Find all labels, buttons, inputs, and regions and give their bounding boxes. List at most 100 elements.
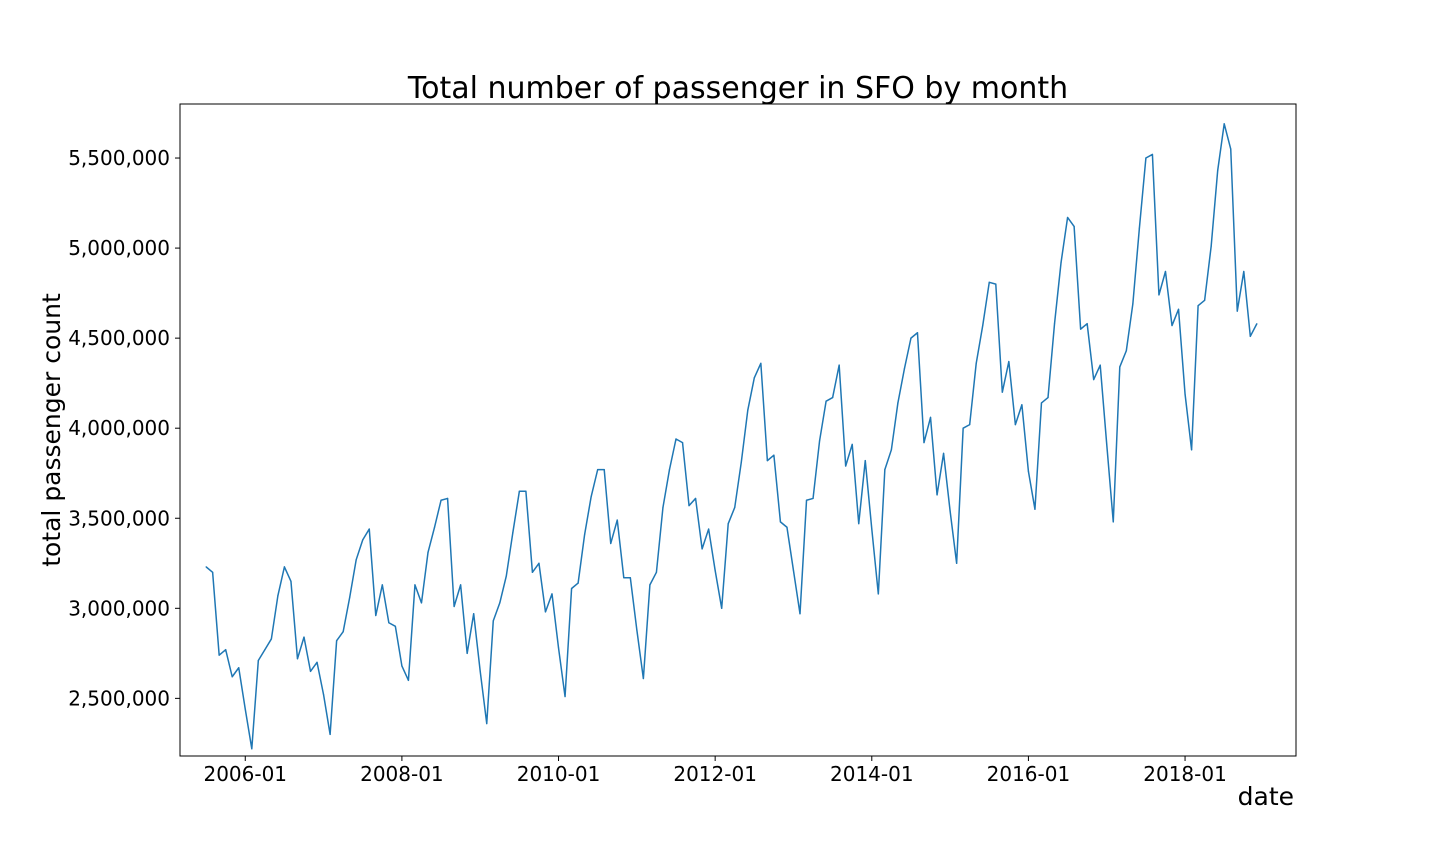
data-point [557, 647, 560, 649]
data-point [283, 566, 286, 568]
data-point [1093, 378, 1095, 381]
series-line-0 [205, 123, 1258, 750]
data-point [1249, 335, 1251, 337]
data-point [675, 438, 677, 440]
data-point [349, 596, 351, 599]
y-tick-label: 5,500,000 [68, 146, 170, 170]
data-point [1034, 508, 1036, 510]
data-point [257, 659, 259, 662]
data-point [492, 620, 494, 622]
data-point [1086, 323, 1088, 325]
data-point [381, 584, 383, 586]
y-tick-label: 2,500,000 [68, 686, 170, 710]
data-point [342, 631, 344, 633]
data-point [897, 402, 899, 404]
data-point [238, 667, 240, 669]
data-point [460, 584, 462, 586]
data-point [270, 638, 272, 640]
data-point [544, 611, 547, 613]
data-point [1099, 364, 1101, 366]
data-point [1132, 303, 1134, 305]
data-point [668, 469, 671, 471]
data-point [923, 442, 925, 444]
data-point [753, 377, 755, 379]
data-point [740, 461, 742, 464]
data-point [766, 460, 768, 462]
data-point [825, 400, 827, 402]
data-point [734, 506, 736, 509]
data-point [1073, 225, 1075, 228]
data-point [401, 665, 403, 667]
data-point [818, 440, 821, 442]
data-point [1190, 449, 1193, 451]
data-point [231, 676, 233, 678]
data-point [1066, 216, 1069, 219]
data-point [1112, 521, 1114, 523]
data-point [838, 364, 840, 366]
data-point [499, 602, 501, 604]
data-point [486, 722, 488, 725]
data-point [551, 593, 553, 595]
data-point [982, 324, 984, 327]
data-point [1047, 396, 1049, 399]
data-point [597, 469, 599, 471]
data-point [212, 571, 214, 573]
data-point [538, 562, 540, 564]
data-point [264, 649, 266, 651]
data-point [309, 670, 312, 672]
data-point [629, 577, 631, 579]
y-tick-label: 3,500,000 [68, 506, 170, 530]
data-point [336, 640, 338, 642]
data-point [420, 602, 423, 604]
data-point [1217, 170, 1219, 172]
x-axis-ticks: 2006-01 2008-01 2010-01 2012-01 2014-01 2016-… [203, 756, 1227, 786]
x-axis-label: date [1238, 782, 1294, 811]
plot-frame [179, 103, 1297, 757]
data-point [355, 559, 357, 561]
data-point [942, 452, 945, 455]
x-tick-label: 2006-01 [203, 762, 287, 786]
data-point [949, 510, 951, 512]
data-point [1243, 270, 1245, 273]
data-point [1236, 310, 1238, 312]
data-point [871, 528, 873, 530]
data-point [1125, 350, 1127, 352]
data-point [251, 748, 253, 750]
data-point [1119, 366, 1121, 368]
data-point [864, 460, 866, 462]
data-point [205, 566, 207, 568]
data-point [277, 595, 279, 597]
data-point [616, 519, 618, 521]
data-point [590, 496, 592, 498]
x-tick-label: 2010-01 [517, 762, 601, 786]
data-point [721, 607, 723, 609]
data-point [512, 532, 514, 534]
data-point [322, 694, 325, 696]
data-point [910, 337, 912, 339]
y-tick-label: 4,000,000 [68, 416, 170, 440]
data-point [858, 523, 860, 525]
data-point [962, 427, 964, 429]
data-point [832, 396, 834, 399]
data-point [1197, 305, 1199, 307]
data-point [303, 636, 305, 638]
data-point [1210, 245, 1212, 247]
data-point [1184, 393, 1186, 395]
data-point [407, 679, 410, 681]
data-point [636, 629, 638, 631]
data-point [362, 539, 364, 541]
data-point [714, 569, 716, 572]
data-point [642, 677, 644, 680]
data-point [792, 569, 795, 572]
data-point [1053, 323, 1056, 325]
data-point [1145, 157, 1147, 159]
data-point [681, 442, 684, 444]
data-point [969, 424, 971, 426]
data-point [773, 454, 775, 456]
data-point [727, 523, 729, 525]
data-point [610, 542, 612, 545]
data-point [1204, 299, 1206, 301]
data-point [623, 577, 625, 579]
data-point [479, 670, 481, 672]
